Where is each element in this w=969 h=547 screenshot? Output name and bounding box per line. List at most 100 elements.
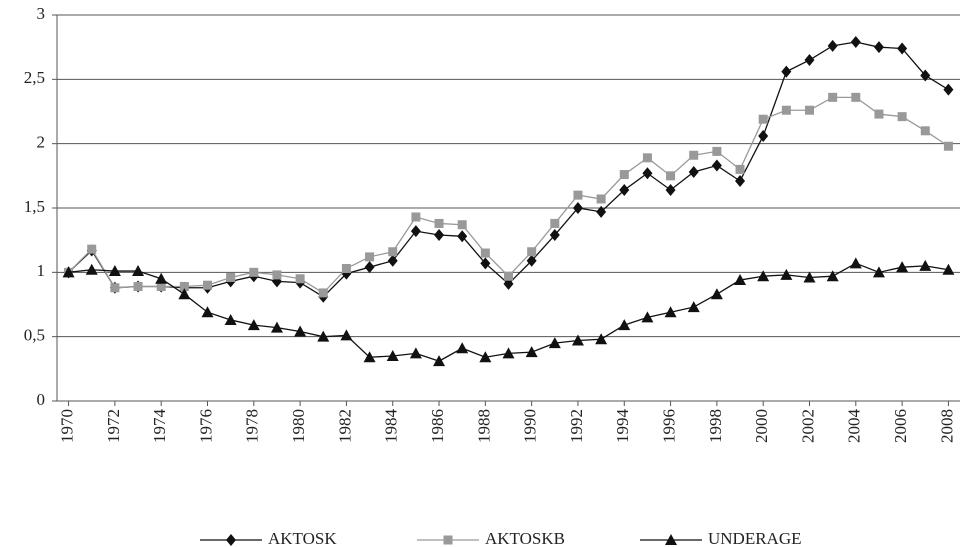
point (156, 281, 166, 291)
point (872, 266, 885, 278)
point (757, 270, 770, 282)
x-tick-label: 1988 (474, 409, 493, 443)
point (409, 347, 422, 359)
point (503, 277, 514, 290)
point (433, 355, 446, 367)
legend-label: AKTOSKB (485, 529, 565, 547)
point (710, 288, 723, 300)
point (758, 114, 768, 124)
point (874, 109, 884, 119)
point (526, 254, 537, 267)
x-tick-label: 1998 (706, 409, 725, 443)
point (363, 351, 376, 363)
point (849, 257, 862, 269)
x-tick-label: 1976 (196, 409, 215, 443)
point (434, 218, 444, 228)
point (224, 313, 237, 325)
x-tick-label: 2006 (891, 409, 910, 443)
point (805, 105, 814, 115)
point (480, 257, 491, 270)
point (388, 247, 398, 257)
point (618, 319, 631, 331)
point (226, 272, 236, 282)
legend-marker (665, 534, 677, 545)
x-tick-label: 2002 (798, 409, 817, 443)
point (108, 265, 121, 277)
point (341, 263, 351, 273)
point (780, 268, 793, 280)
legend-marker (443, 535, 453, 545)
y-tick-label: 0 (37, 390, 46, 409)
point (595, 333, 608, 345)
point (318, 288, 328, 298)
point (943, 141, 953, 151)
point (317, 330, 330, 342)
point (573, 190, 583, 200)
x-tick-label: 1992 (567, 409, 586, 443)
point (827, 39, 838, 52)
x-tick-label: 1984 (382, 409, 401, 444)
point (434, 229, 445, 242)
x-tick-label: 2000 (752, 409, 771, 443)
legend-marker (226, 534, 236, 546)
point (851, 92, 861, 102)
point (132, 265, 145, 277)
point (272, 270, 282, 280)
x-tick-label: 1970 (57, 409, 76, 443)
point (249, 267, 259, 277)
point (826, 270, 839, 282)
point (457, 230, 468, 243)
point (734, 274, 747, 286)
point (502, 347, 515, 359)
point (642, 167, 653, 180)
point (456, 342, 469, 354)
point (340, 329, 353, 341)
y-tick-label: 2 (37, 133, 46, 152)
point (642, 153, 652, 163)
point (850, 36, 861, 49)
legend-label: AKTOSK (268, 529, 337, 547)
point (549, 229, 560, 242)
point (133, 281, 143, 291)
y-tick-label: 0,5 (24, 326, 45, 345)
point (689, 150, 699, 160)
point (110, 283, 120, 293)
legend-label: UNDERAGE (708, 529, 802, 547)
point (527, 247, 537, 257)
point (712, 146, 722, 156)
point (572, 202, 583, 214)
point (873, 41, 884, 54)
point (87, 244, 97, 254)
point (828, 92, 838, 102)
point (665, 183, 676, 196)
x-tick-label: 1972 (104, 409, 123, 443)
series-line (68, 41, 949, 298)
point (920, 69, 931, 82)
point (571, 334, 584, 346)
point (294, 325, 307, 337)
point (179, 281, 189, 291)
point (619, 170, 629, 180)
point (803, 271, 816, 283)
point (596, 194, 606, 204)
legend-item: AKTOSK (200, 529, 337, 547)
point (85, 263, 98, 275)
point (664, 306, 677, 318)
y-tick-label: 1 (37, 261, 46, 280)
point (480, 248, 490, 258)
point (270, 321, 283, 333)
point (735, 164, 745, 174)
x-tick-label: 1982 (335, 409, 354, 443)
point (550, 218, 560, 228)
point (364, 261, 375, 274)
point (897, 112, 907, 122)
x-tick-label: 2004 (845, 409, 864, 444)
point (804, 54, 815, 67)
point (711, 159, 722, 172)
point (896, 261, 909, 273)
y-tick-label: 2,5 (24, 68, 45, 87)
point (62, 266, 75, 278)
point (942, 263, 955, 275)
y-tick-label: 3 (37, 4, 46, 23)
x-tick-label: 1986 (428, 409, 447, 443)
